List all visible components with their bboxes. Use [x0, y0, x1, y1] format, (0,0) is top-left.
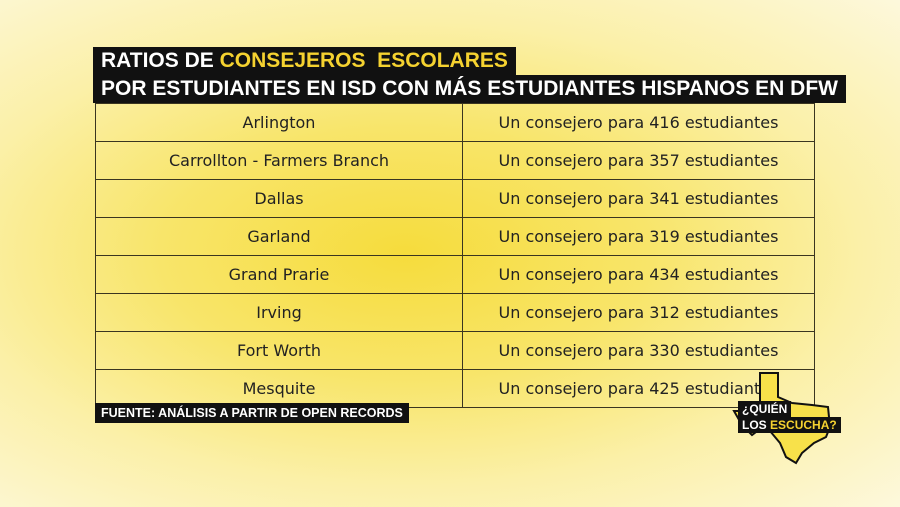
table-row: Irving Un consejero para 312 estudiantes	[95, 293, 815, 332]
table-row: Garland Un consejero para 319 estudiantes	[95, 217, 815, 256]
district-cell: Carrollton - Farmers Branch	[95, 141, 463, 180]
district-cell: Grand Prarie	[95, 255, 463, 294]
source: FUENTE: ANÁLISIS A PARTIR DE OPEN RECORD…	[95, 403, 409, 423]
logo: ¿QUIÉN LOS ESCUCHA?	[730, 365, 850, 465]
table-row: Dallas Un consejero para 341 estudiantes	[95, 179, 815, 218]
ratio-cell: Un consejero para 434 estudiantes	[462, 255, 815, 294]
ratio-cell: Un consejero para 330 estudiantes	[462, 331, 815, 370]
logo-highlight: ESCUCHA?	[770, 418, 837, 432]
district-cell: Irving	[95, 293, 463, 332]
logo-prefix: LOS	[742, 418, 767, 432]
ratio-cell: Un consejero para 341 estudiantes	[462, 179, 815, 218]
table-row: Arlington Un consejero para 416 estudiant…	[95, 103, 815, 142]
title-highlight: CONSEJEROS ESCOLARES	[219, 49, 508, 72]
district-cell: Mesquite	[95, 369, 463, 408]
ratio-cell: Un consejero para 357 estudiantes	[462, 141, 815, 180]
district-cell: Dallas	[95, 179, 463, 218]
table-row: Mesquite Un consejero para 425 estudiante…	[95, 369, 815, 408]
table-row: Carrollton - Farmers Branch Un consejero …	[95, 141, 815, 180]
logo-line1: ¿QUIÉN	[738, 401, 792, 417]
title-prefix: RATIOS DE	[101, 49, 214, 72]
ratio-table: Arlington Un consejero para 416 estudiant…	[95, 103, 815, 408]
ratio-cell: Un consejero para 312 estudiantes	[462, 293, 815, 332]
district-cell: Garland	[95, 217, 463, 256]
table-row: Fort Worth Un consejero para 330 estudian…	[95, 331, 815, 370]
ratio-cell: Un consejero para 319 estudiantes	[462, 217, 815, 256]
logo-line2: LOS ESCUCHA?	[738, 417, 841, 433]
title-line2: POR ESTUDIANTES EN ISD CON MÁS ESTUDIANT…	[93, 75, 846, 103]
ratio-cell: Un consejero para 416 estudiantes	[462, 103, 815, 142]
district-cell: Fort Worth	[95, 331, 463, 370]
title-line1: RATIOS DE CONSEJEROS ESCOLARES	[93, 47, 516, 75]
table-row: Grand Prarie Un consejero para 434 estudi…	[95, 255, 815, 294]
district-cell: Arlington	[95, 103, 463, 142]
